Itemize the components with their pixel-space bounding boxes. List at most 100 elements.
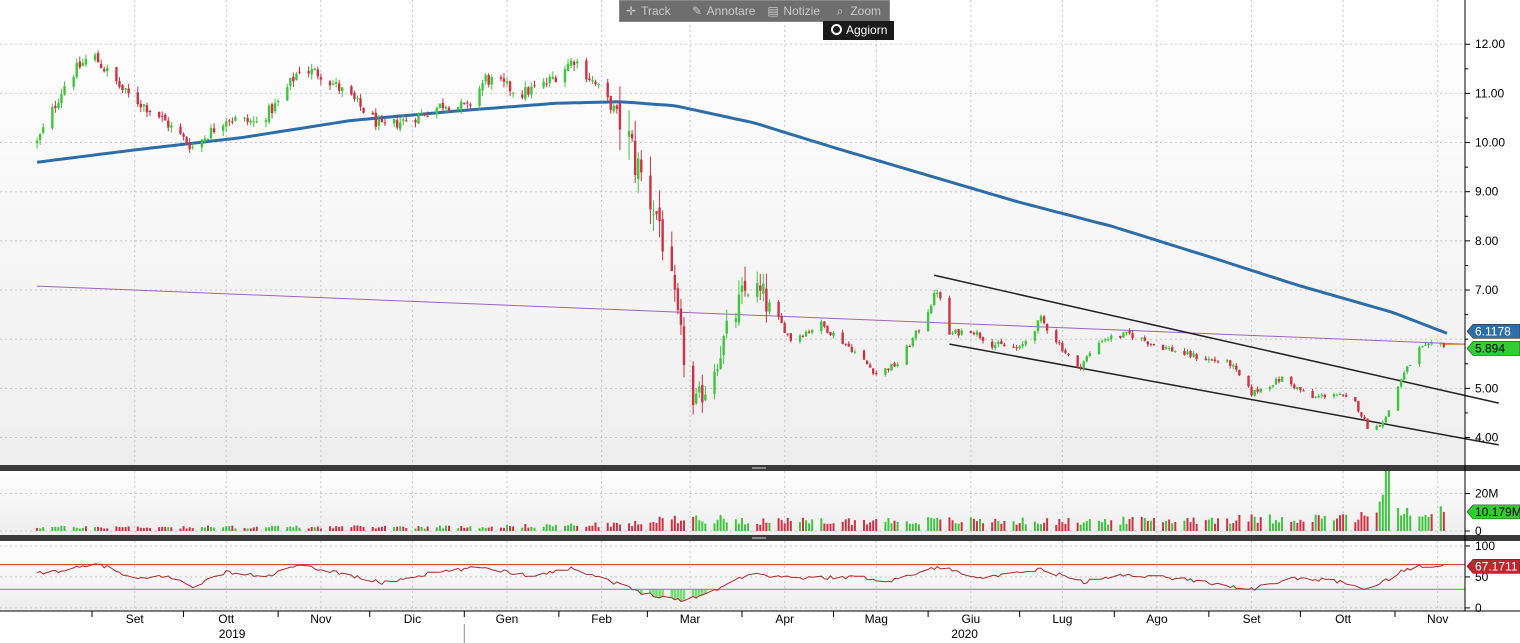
volume-bar [1332, 520, 1335, 531]
volume-bar [1317, 515, 1320, 531]
candle-body [54, 105, 57, 108]
volume-bar [298, 527, 301, 531]
candle-body [484, 75, 487, 82]
candle-body [359, 98, 362, 107]
volume-bar [228, 525, 231, 531]
volume-bar [823, 523, 826, 531]
candle-body [829, 331, 832, 336]
volume-bar [563, 525, 566, 531]
volume-bar [264, 527, 267, 531]
volume-bar [887, 518, 890, 531]
month-label: Nov [1427, 612, 1448, 626]
volume-bar [448, 525, 451, 531]
volume-bar [103, 528, 106, 531]
volume-bar [243, 527, 246, 531]
volume-bar [1204, 520, 1207, 531]
candle-body [951, 332, 954, 334]
volume-bar [957, 523, 960, 531]
volume-bar [161, 526, 164, 531]
volume-bar [191, 528, 194, 531]
volume-bar [1162, 522, 1165, 531]
candle-body [612, 105, 616, 112]
volume-bar [640, 524, 643, 531]
magnifier-icon: ⌕ [836, 4, 844, 18]
candle-body [1280, 376, 1284, 382]
candle-body [1085, 356, 1088, 362]
volume-bar [701, 521, 704, 531]
candle-body [591, 79, 594, 82]
candle-body [103, 69, 106, 72]
channel-lower-line [949, 343, 1499, 446]
volume-bar [844, 519, 847, 531]
candle-body [630, 133, 634, 139]
volume-bar [188, 527, 191, 531]
volume-bar [234, 528, 237, 531]
volume-bar [893, 520, 896, 531]
candle-body [84, 58, 88, 65]
volume-bar [954, 523, 957, 531]
candle-body [203, 138, 207, 142]
volume-bar [1384, 468, 1387, 531]
candle-body [466, 102, 469, 104]
price-tick-label: 12.00 [1475, 37, 1505, 51]
volume-bar [438, 525, 441, 531]
panel-dividers[interactable] [0, 465, 1520, 541]
volume-bar [1381, 494, 1384, 531]
volume-bar [725, 522, 728, 531]
candle-body [936, 292, 939, 294]
volume-bar [1299, 519, 1302, 531]
volume-bar [551, 526, 554, 531]
volume-bar [649, 522, 652, 531]
candle-body [618, 102, 622, 130]
candle-body [868, 364, 872, 368]
volume-bar [832, 523, 835, 531]
zoom-button[interactable]: ⌕ Zoom [829, 2, 889, 20]
news-button[interactable]: ▤ Notizie [762, 2, 830, 20]
candle-body [655, 211, 658, 214]
volume-bar [380, 526, 383, 531]
candle-body [1259, 388, 1262, 393]
candle-body [160, 115, 164, 117]
candle-body [1399, 379, 1403, 387]
candle-body [243, 117, 246, 119]
volume-bar [1226, 518, 1229, 531]
volume-bar [527, 527, 530, 531]
volume-bar [1018, 523, 1021, 531]
volume-bar [1271, 523, 1274, 531]
candle-body [1088, 352, 1092, 356]
volume-bar [655, 523, 658, 531]
volume-bar [417, 526, 420, 531]
volume-bar [737, 523, 740, 531]
update-button[interactable]: Aggiorn [823, 21, 894, 40]
volume-bar [1213, 523, 1216, 531]
volume-bar [1168, 519, 1171, 531]
candle-body [164, 114, 167, 121]
annotate-button[interactable]: ✎ Annotare [686, 2, 763, 20]
news-label: Notizie [783, 4, 821, 18]
volume-bar [615, 522, 618, 531]
track-button[interactable]: ✛ Track [620, 2, 687, 20]
candle-body [524, 86, 527, 99]
candle-body [1018, 346, 1021, 349]
candle-body [1039, 316, 1043, 322]
candle-body [841, 332, 844, 344]
candle-body [786, 333, 789, 335]
candle-body [673, 274, 677, 290]
candle-body [737, 294, 741, 323]
candle-body [716, 369, 719, 372]
volume-bar [1012, 521, 1015, 531]
volume-bar [1067, 518, 1070, 531]
candle-body [929, 305, 933, 314]
volume-bar [1320, 518, 1323, 531]
candle-body [975, 331, 979, 335]
volume-bar [481, 527, 484, 531]
volume-bar [917, 524, 920, 531]
candle-body [1174, 351, 1177, 353]
candle-body [1250, 386, 1253, 396]
candle-body [762, 283, 765, 294]
chart-toolbar: ✛ Track ✎ Annotare ▤ Notizie ⌕ Zoom [619, 0, 890, 22]
volume-bar [1021, 517, 1024, 531]
candle-body [1396, 386, 1400, 411]
